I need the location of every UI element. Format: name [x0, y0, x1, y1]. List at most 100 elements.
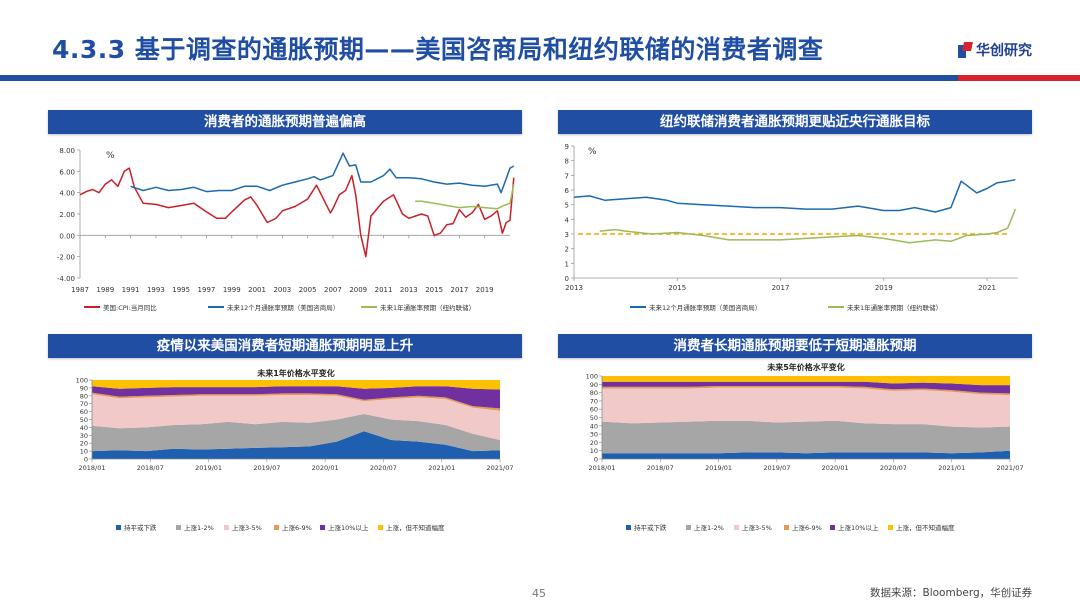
- header-rule: [0, 75, 1080, 81]
- y-tick-label: 6.00: [59, 168, 75, 176]
- x-tick-label: 2021/07: [996, 464, 1023, 472]
- y-tick-label: 9: [565, 143, 569, 151]
- legend-swatch: [830, 525, 835, 530]
- legend-swatch: [784, 525, 789, 530]
- legend-swatch: [274, 525, 279, 530]
- legend-swatch: [626, 525, 631, 530]
- y-tick-label: 6: [565, 187, 570, 195]
- x-tick-label: 1987: [71, 286, 89, 294]
- y-tick-label: 0: [565, 275, 569, 283]
- legend-label: 美国:CPI:当月同比: [103, 303, 157, 312]
- header-rule-accent: [958, 75, 1080, 81]
- x-tick-label: 2013: [565, 284, 583, 292]
- x-tick-label: 2018/01: [588, 464, 615, 472]
- panel-2-title: 纽约联储消费者通胀预期更贴近央行通胀目标: [558, 110, 1032, 134]
- y-tick-label: 8.00: [59, 147, 75, 155]
- x-tick-label: 2017: [772, 284, 790, 292]
- x-tick-label: 2019: [476, 286, 494, 294]
- page-title: 4.3.3 基于调查的通胀预期——美国咨商局和纽约联储的消费者调查: [52, 35, 824, 64]
- series-line-3: [415, 183, 515, 210]
- legend-label: 上涨，但不知道幅度: [896, 523, 955, 532]
- legend-label: 上涨，但不知道幅度: [386, 523, 445, 532]
- page-number: 45: [532, 587, 546, 600]
- y-tick-label: 10: [590, 447, 598, 455]
- y-tick-label: 20: [80, 440, 88, 448]
- series-area-3: [602, 387, 1010, 428]
- series-area-4: [92, 392, 500, 411]
- x-tick-label: 2013: [400, 286, 418, 294]
- logo-icon: [958, 42, 973, 58]
- y-tick-label: 40: [80, 424, 88, 432]
- y-tick-label: 60: [590, 406, 598, 414]
- y-tick-label: 50: [590, 414, 598, 422]
- y-tick-label: 1: [565, 260, 569, 268]
- x-tick-label: 2009: [349, 286, 367, 294]
- y-tick-label: 5: [565, 202, 569, 210]
- y-tick-label: 100: [586, 373, 598, 381]
- y-tick-label: 40: [590, 422, 598, 430]
- x-tick-label: 2019/01: [195, 464, 222, 472]
- y-tick-label: 30: [590, 431, 598, 439]
- panel-4-title: 消费者长期通胀预期要低于短期通胀预期: [558, 334, 1032, 358]
- series-area-5: [602, 381, 1010, 394]
- x-tick-label: 2019/07: [253, 464, 280, 472]
- legend-swatch: [686, 525, 691, 530]
- y-tick-label: 2: [565, 246, 569, 254]
- series-line-1: [79, 167, 515, 258]
- x-tick-label: 2017: [450, 286, 468, 294]
- x-tick-label: 2005: [299, 286, 317, 294]
- legend-swatch: [116, 525, 121, 530]
- y-tick-label: 90: [590, 381, 598, 389]
- y-tick-label: 30: [80, 432, 88, 440]
- series-area-6: [92, 380, 500, 390]
- y-tick-label: 100: [76, 377, 88, 385]
- y-tick-label: 70: [80, 400, 88, 408]
- panel-1-title: 消费者的通胀预期普遍偏高: [48, 110, 522, 134]
- panel-3-title: 疫情以来美国消费者短期通胀预期明显上升: [48, 334, 522, 358]
- y-tick-label: 80: [80, 392, 88, 400]
- y-tick-label: 7: [565, 172, 569, 180]
- legend-label: 上涨6-9%: [282, 523, 312, 532]
- y-tick-label: 50: [80, 416, 88, 424]
- y-tick-label: 0.00: [59, 232, 75, 240]
- legend-label: 未来12个月通胀率预期（美国咨商局）: [649, 303, 761, 312]
- legend-label: 上涨10%以上: [328, 523, 369, 532]
- series-area-1: [602, 450, 1010, 459]
- x-tick-label: 2018/07: [647, 464, 674, 472]
- legend-label: 未来12个月通胀率预期（美国咨商局）: [227, 303, 339, 312]
- chart-title: 未来1年价格水平变化: [256, 368, 335, 378]
- y-tick-label: 80: [590, 389, 598, 397]
- legend-label: 上涨10%以上: [838, 523, 879, 532]
- legend-swatch: [176, 525, 181, 530]
- series-line-1: [573, 178, 1016, 213]
- series-area-1: [92, 431, 500, 459]
- x-tick-label: 2020/07: [370, 464, 397, 472]
- legend-swatch: [888, 525, 893, 530]
- legend-swatch: [224, 525, 229, 530]
- legend-label: 未来1年通胀率预期（纽约联储）: [847, 303, 942, 312]
- legend-label: 上涨1-2%: [694, 523, 724, 532]
- x-tick-label: 1995: [172, 286, 190, 294]
- brand-logo: 华创研究: [958, 40, 1032, 60]
- x-tick-label: 2020/01: [822, 464, 849, 472]
- x-tick-label: 2021/01: [428, 464, 455, 472]
- data-source: 数据来源：Bloomberg，华创证券: [870, 587, 1033, 599]
- y-tick-label: -2.00: [57, 254, 75, 262]
- unit-label: %: [106, 151, 115, 161]
- x-tick-label: 1999: [223, 286, 241, 294]
- x-tick-label: 2001: [248, 286, 266, 294]
- y-tick-label: 2.00: [59, 211, 75, 219]
- unit-label: %: [588, 147, 597, 157]
- x-tick-label: 1989: [96, 286, 114, 294]
- x-tick-label: 2015: [668, 284, 686, 292]
- x-tick-label: 2007: [324, 286, 342, 294]
- y-tick-label: 8: [565, 158, 569, 166]
- y-tick-label: 4: [565, 216, 570, 224]
- x-tick-label: 2021: [978, 284, 996, 292]
- x-tick-label: 2019/01: [705, 464, 732, 472]
- y-tick-label: 4.00: [59, 190, 75, 198]
- y-tick-label: 70: [590, 397, 598, 405]
- x-tick-label: 1993: [147, 286, 165, 294]
